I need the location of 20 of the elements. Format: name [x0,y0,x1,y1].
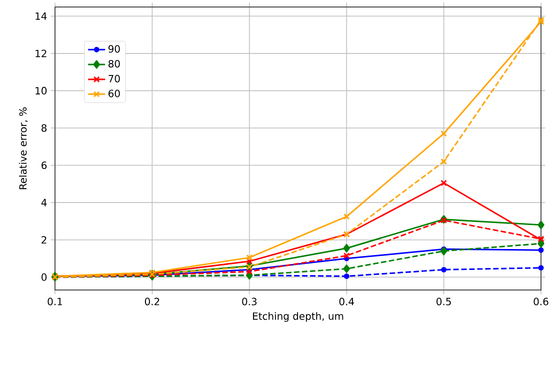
x-tick-label: 0.6 [534,298,548,306]
y-tick-label: 12 [36,50,46,58]
x-tick-label: 0.4 [339,298,354,306]
legend-label: 90 [108,45,120,53]
legend-label: 60 [108,90,120,98]
y-axis-title: Relative error, % [18,107,28,190]
legend-label: 70 [108,74,120,82]
y-tick-label: 10 [36,86,47,94]
y-tick-label: 2 [42,236,46,244]
legend-label: 80 [108,60,120,68]
y-tick-label: 4 [41,198,47,206]
y-tick-label: 0 [42,273,47,281]
x-axis-title: Etching depth, um [253,312,344,322]
y-tick-label: 8 [42,124,47,132]
y-tick-label: 14 [36,12,47,20]
x-tick-label: 0.3 [242,298,257,306]
x-tick-label: 0.1 [48,298,62,306]
y-tick-label: 6 [42,162,47,170]
x-tick-label: 0.2 [144,298,160,306]
x-tick-label: 0.5 [436,298,451,306]
